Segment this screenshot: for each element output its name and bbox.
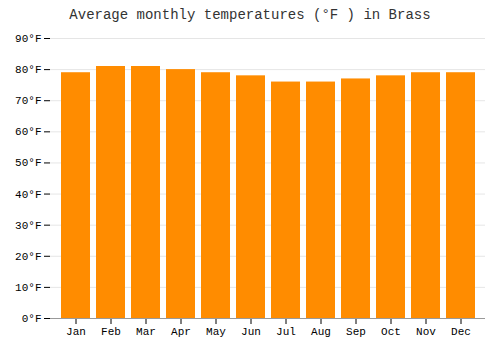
svg-text:70°F: 70°F xyxy=(15,95,41,107)
svg-text:Jan: Jan xyxy=(66,326,86,338)
svg-text:60°F: 60°F xyxy=(15,126,41,138)
svg-text:Feb: Feb xyxy=(101,326,121,338)
svg-text:30°F: 30°F xyxy=(15,220,41,232)
svg-text:Mar: Mar xyxy=(136,326,156,338)
svg-text:Apr: Apr xyxy=(171,326,191,338)
svg-text:50°F: 50°F xyxy=(15,157,41,169)
svg-text:80°F: 80°F xyxy=(15,64,41,76)
svg-text:Jun: Jun xyxy=(241,326,261,338)
svg-text:Dec: Dec xyxy=(451,326,471,338)
html-text:Average monthly temperatures (: Average monthly temperatures (°F ) in Br… xyxy=(69,7,431,23)
svg-text:Aug: Aug xyxy=(311,326,331,338)
svg-text:90°F: 90°F xyxy=(15,33,41,45)
svg-text:Nov: Nov xyxy=(416,326,436,338)
svg-text:May: May xyxy=(206,326,226,338)
svg-text:40°F: 40°F xyxy=(15,189,41,201)
svg-text:20°F: 20°F xyxy=(15,251,41,263)
svg-text:Jul: Jul xyxy=(276,326,296,338)
svg-text:0°F: 0°F xyxy=(22,313,42,325)
svg-text:Oct: Oct xyxy=(381,326,401,338)
svg-text:Sep: Sep xyxy=(346,326,366,338)
svg-text:10°F: 10°F xyxy=(15,282,41,294)
